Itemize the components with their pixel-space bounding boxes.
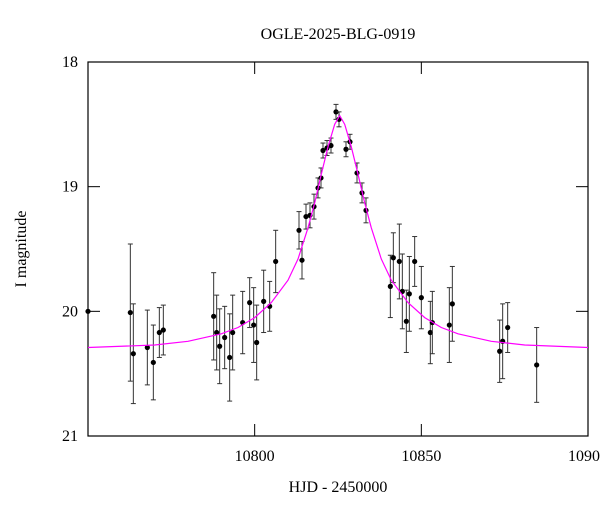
data-point (497, 348, 503, 354)
data-point (296, 227, 302, 233)
data-point (85, 308, 91, 314)
data-point (446, 322, 452, 328)
data-point (343, 146, 349, 152)
x-axis-label: HJD - 2450000 (289, 479, 388, 496)
data-point (261, 298, 267, 304)
plot-frame (87, 61, 589, 437)
data-point (227, 354, 233, 361)
data-point (127, 309, 133, 316)
data-point (214, 329, 220, 336)
data-point (130, 351, 136, 357)
y-axis-label: I magnitude (13, 211, 30, 288)
data-point (299, 257, 305, 263)
data-point (449, 301, 455, 307)
data-point (156, 329, 162, 336)
data-point (387, 283, 393, 289)
chart-title: OGLE-2025-BLG-0919 (261, 26, 416, 43)
data-point (217, 343, 223, 349)
y-tick-label: 20 (62, 303, 78, 320)
x-tick-label: 10800 (235, 448, 275, 465)
model-line (87, 114, 589, 349)
data-point (222, 334, 228, 341)
y-tick-label: 18 (62, 54, 78, 71)
data-point (160, 327, 166, 333)
data-point (333, 109, 339, 115)
data-point (406, 291, 412, 297)
data-point (412, 258, 418, 265)
data-point (328, 142, 334, 149)
data-point (427, 329, 433, 336)
data-point (144, 344, 150, 351)
data-point (534, 362, 540, 368)
data-point (230, 329, 236, 336)
y-tick-label: 21 (62, 428, 78, 445)
data-point (418, 295, 424, 301)
data-point (390, 255, 396, 261)
data-point (403, 318, 409, 324)
data-point (320, 147, 326, 154)
data-point (150, 359, 156, 366)
x-tick-label: 10850 (401, 448, 441, 465)
data-point (254, 339, 260, 346)
data-point (273, 258, 279, 265)
data-point (505, 324, 511, 331)
x-tick-label: 10900 (568, 448, 600, 465)
y-tick-label: 19 (62, 179, 78, 196)
data-point (303, 213, 309, 220)
data-point (211, 313, 217, 319)
data-point (396, 258, 402, 265)
data-point (247, 300, 253, 306)
data-point (251, 322, 257, 328)
